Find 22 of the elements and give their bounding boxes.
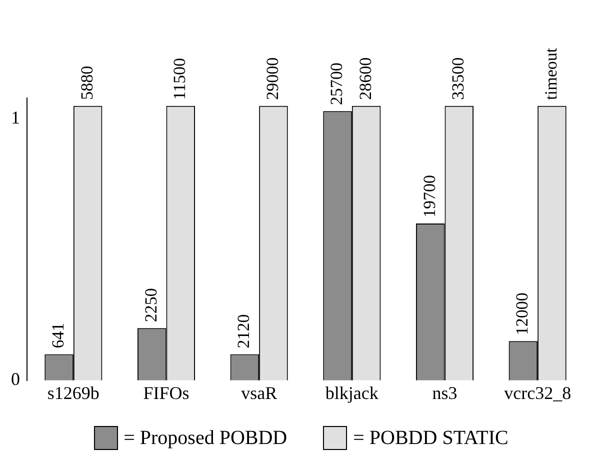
annotation: 29000 bbox=[262, 57, 282, 100]
x-tick-label: vsaR bbox=[241, 382, 278, 403]
annotation: timeout bbox=[541, 48, 560, 100]
annotation: 2250 bbox=[141, 288, 160, 322]
annotation: 641 bbox=[48, 322, 68, 348]
x-tick-label: FIFOs bbox=[143, 382, 190, 403]
annotation: 28600 bbox=[356, 57, 375, 100]
annotation: 33500 bbox=[448, 57, 468, 100]
annotation: 25700 bbox=[326, 62, 346, 106]
x-tick-label: vcrc32_8 bbox=[504, 382, 572, 403]
legend-label: = Proposed POBDD bbox=[124, 426, 288, 450]
annotation: 5880 bbox=[77, 66, 96, 100]
y-tick-label: 1 bbox=[11, 108, 20, 128]
y-tick-label: 0 bbox=[11, 369, 20, 390]
legend-label: = POBDD STATIC bbox=[353, 426, 508, 450]
annotation: 2120 bbox=[234, 314, 254, 348]
x-tick-label: ns3 bbox=[432, 382, 458, 403]
annotation: 19700 bbox=[420, 175, 439, 218]
x-tick-label: blkjack bbox=[325, 382, 378, 403]
annotation: 12000 bbox=[512, 292, 532, 336]
x-tick-label: s1269b bbox=[47, 382, 100, 403]
annotation: 11500 bbox=[170, 58, 190, 100]
